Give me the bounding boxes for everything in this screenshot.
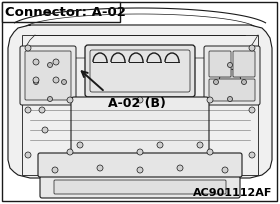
Circle shape <box>33 77 39 83</box>
Circle shape <box>213 80 218 84</box>
Circle shape <box>48 96 53 102</box>
Circle shape <box>25 107 31 113</box>
Circle shape <box>137 97 143 103</box>
Circle shape <box>25 152 31 158</box>
FancyBboxPatch shape <box>85 45 195 97</box>
Circle shape <box>227 62 232 68</box>
Circle shape <box>177 165 183 171</box>
Circle shape <box>197 142 203 148</box>
Circle shape <box>39 107 45 113</box>
Circle shape <box>53 59 59 65</box>
Circle shape <box>52 167 58 173</box>
Circle shape <box>207 149 213 155</box>
Text: A-02 (B): A-02 (B) <box>108 97 166 110</box>
Text: AC901112AF: AC901112AF <box>193 188 272 198</box>
FancyBboxPatch shape <box>25 51 71 100</box>
Circle shape <box>249 45 255 51</box>
Circle shape <box>42 127 48 133</box>
Circle shape <box>34 80 38 84</box>
FancyBboxPatch shape <box>233 51 255 77</box>
Ellipse shape <box>212 61 248 103</box>
Circle shape <box>33 59 39 65</box>
Bar <box>22 35 258 175</box>
Polygon shape <box>8 25 272 178</box>
FancyBboxPatch shape <box>54 180 226 194</box>
Circle shape <box>137 167 143 173</box>
Circle shape <box>67 149 73 155</box>
Circle shape <box>97 165 103 171</box>
Ellipse shape <box>39 69 61 95</box>
Text: Connector: A-02: Connector: A-02 <box>5 7 126 20</box>
Circle shape <box>249 152 255 158</box>
Circle shape <box>62 80 67 84</box>
FancyBboxPatch shape <box>71 97 209 155</box>
FancyBboxPatch shape <box>209 79 255 101</box>
FancyBboxPatch shape <box>209 51 231 77</box>
Circle shape <box>227 96 232 102</box>
Circle shape <box>241 80 246 84</box>
Circle shape <box>157 142 163 148</box>
FancyBboxPatch shape <box>38 153 242 177</box>
Bar <box>2 2 120 22</box>
Circle shape <box>77 142 83 148</box>
Circle shape <box>67 97 73 103</box>
Circle shape <box>249 107 255 113</box>
Ellipse shape <box>219 69 241 95</box>
Ellipse shape <box>32 61 68 103</box>
FancyBboxPatch shape <box>40 176 240 198</box>
FancyBboxPatch shape <box>20 46 76 105</box>
Circle shape <box>48 62 53 68</box>
Circle shape <box>25 45 31 51</box>
Circle shape <box>207 97 213 103</box>
Circle shape <box>137 149 143 155</box>
Circle shape <box>222 167 228 173</box>
FancyBboxPatch shape <box>204 46 260 105</box>
Circle shape <box>53 77 59 83</box>
